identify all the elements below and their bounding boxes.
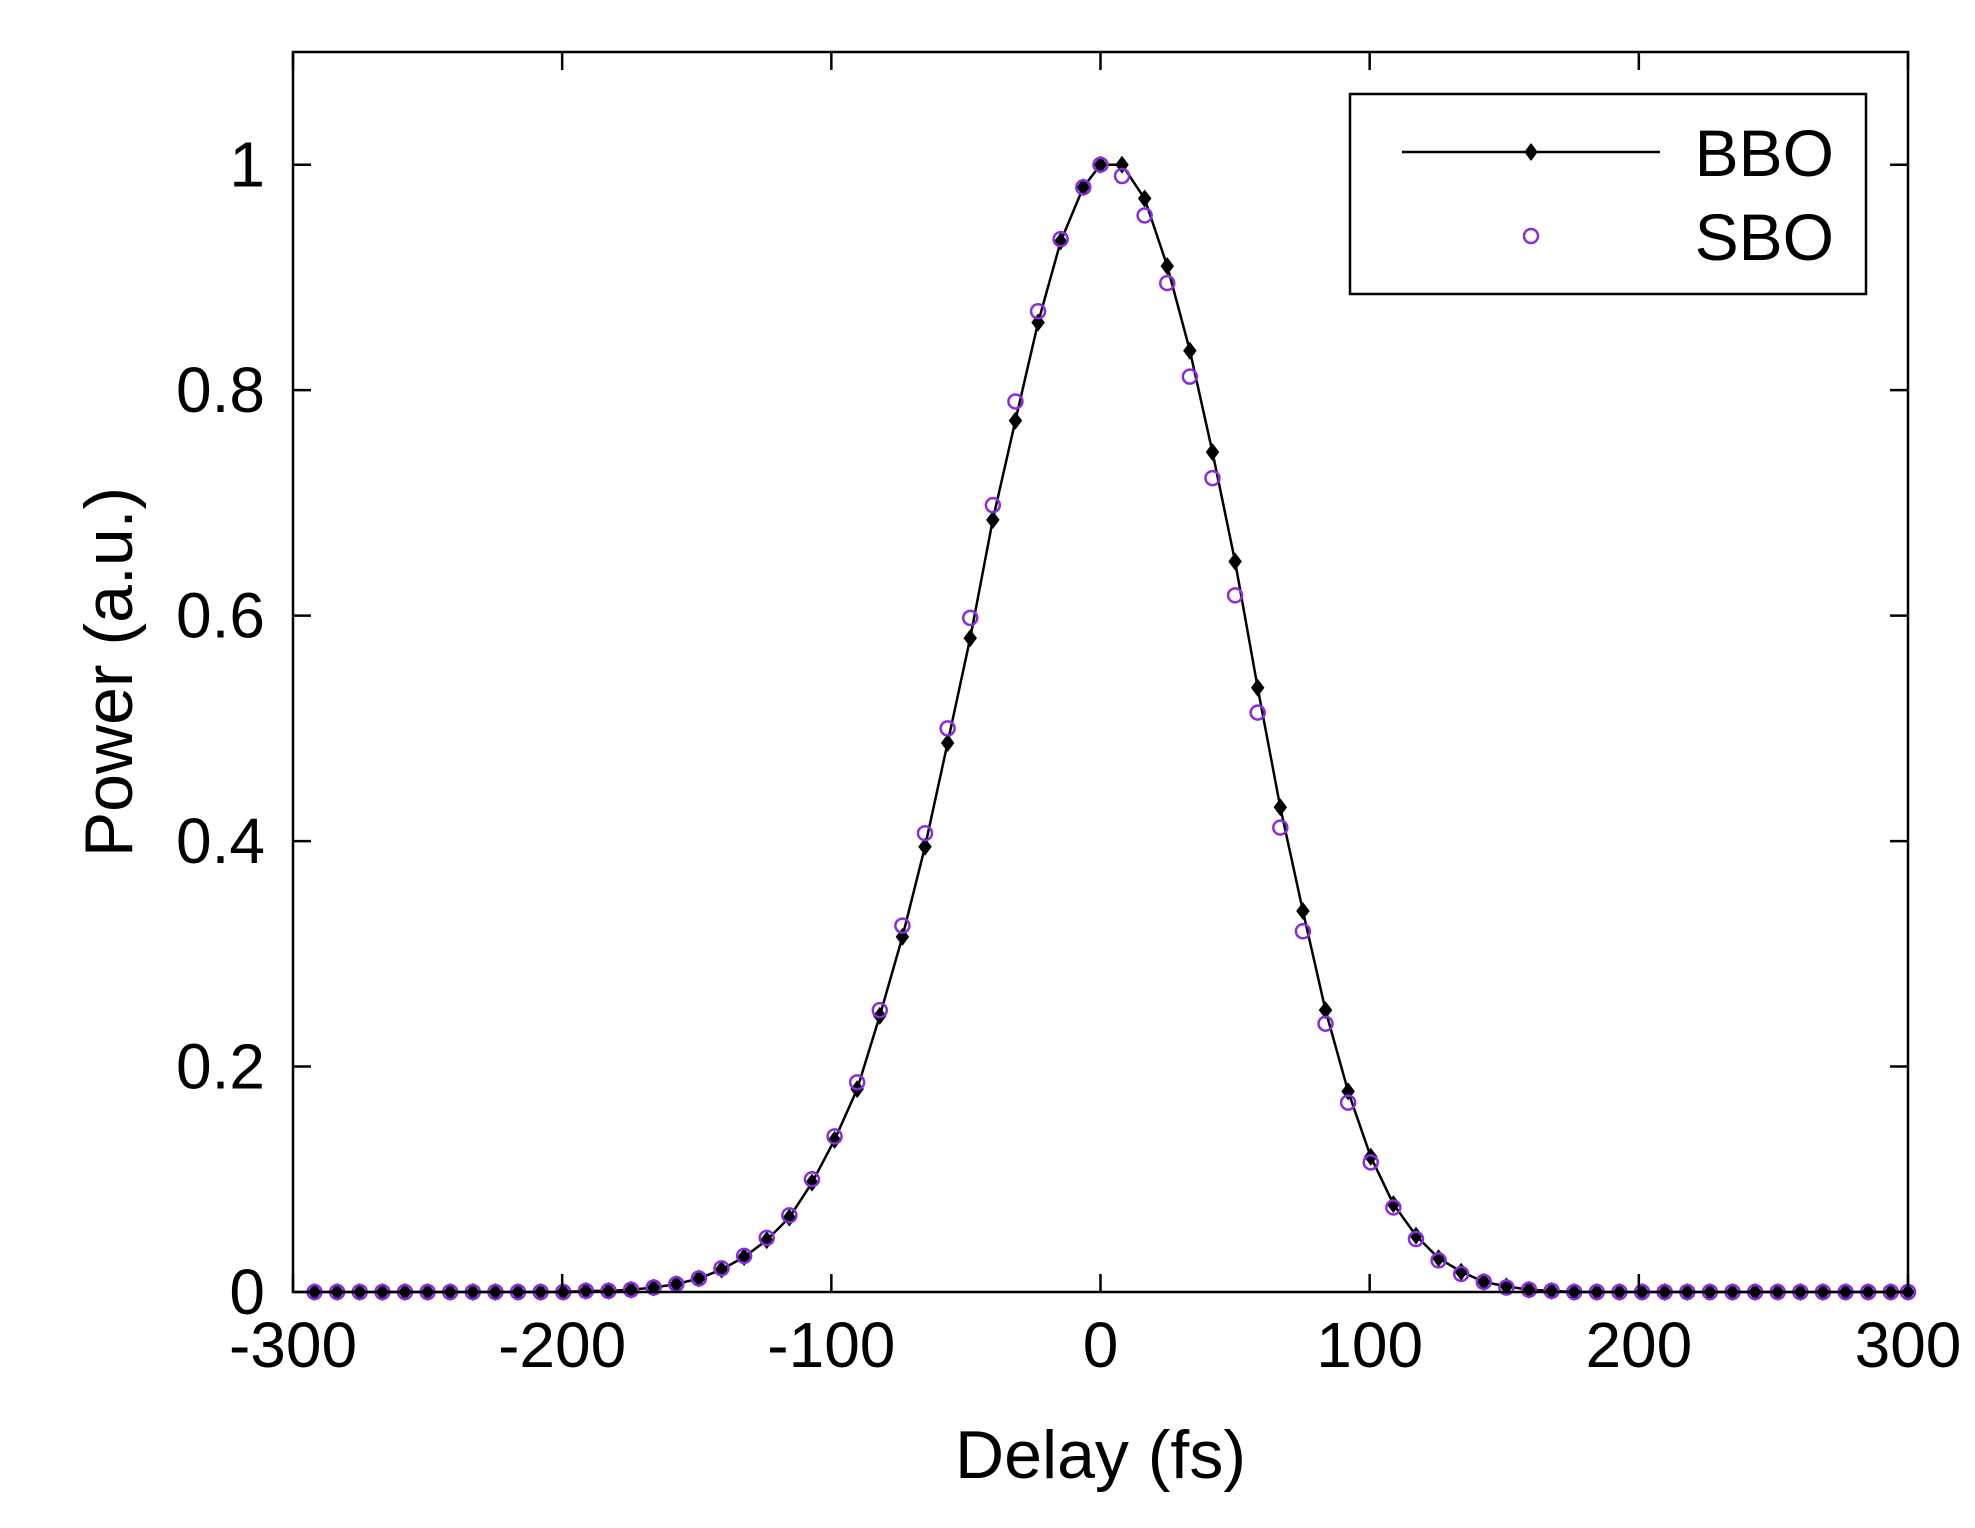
x-tick-label: 0 [1083,1309,1119,1381]
data-point-bbo [963,629,977,648]
x-tick-label: 100 [1316,1309,1423,1381]
data-point-sbo [622,1281,640,1298]
data-point-sbo [871,1001,889,1019]
data-point-sbo [1385,1199,1402,1216]
data-point-bbo [827,1130,842,1149]
data-point-sbo [1136,207,1153,224]
data-point-sbo [1362,1154,1379,1171]
plot-marks [306,155,1917,1301]
data-point-bbo [692,1269,706,1288]
axis-ticks: -300 -200 -100 0 100 200 300 0 0.2 0.4 0.6 0.8 1 [176,52,1961,1381]
legend-label-sbo: SBO [1695,200,1834,274]
data-point-sbo [1498,1279,1515,1296]
data-point-sbo [1475,1273,1493,1291]
data-point-sbo [1407,1230,1425,1248]
data-point-sbo [984,496,1002,514]
data-point-sbo [1159,274,1176,292]
data-point-bbo [873,1006,887,1025]
data-point-sbo [1339,1094,1357,1111]
data-point-sbo [735,1247,753,1265]
data-point-bbo [1183,341,1197,360]
data-point-sbo [826,1128,843,1145]
data-point-sbo [939,720,956,737]
data-point-sbo [1204,469,1221,487]
legend-label-bbo: BBO [1695,116,1834,190]
data-point-sbo [848,1074,866,1091]
data-point-bbo [1250,678,1265,697]
y-tick-label: 0 [229,1256,265,1328]
data-point-sbo [1052,230,1069,248]
data-point-bbo [1409,1226,1423,1245]
data-point-bbo [1318,1001,1333,1020]
legend-box [1348,92,1868,296]
x-tick-label: -200 [498,1309,626,1381]
data-point-bbo [1205,443,1220,462]
y-tick-label: 0.4 [176,805,265,877]
data-point-sbo [961,609,979,627]
data-point-sbo [916,824,934,842]
y-axis-label: Power (a.u.) [71,487,147,857]
data-point-sbo [1181,368,1199,385]
data-point-sbo [1294,923,1312,940]
data-point-sbo [645,1279,662,1296]
y-tick-label: 1 [229,129,265,201]
data-point-bbo [1273,798,1288,817]
data-point-bbo [1008,411,1023,430]
data-point-bbo [624,1280,638,1299]
data-point-bbo [1522,1280,1536,1299]
x-axis-label: Delay (fs) [955,1417,1246,1493]
x-tick-label: -100 [767,1309,895,1381]
data-point-bbo [1477,1272,1491,1291]
data-point-bbo [1093,155,1108,174]
data-point-bbo [1363,1147,1378,1166]
data-point-bbo [669,1275,684,1294]
data-point-bbo [1296,901,1310,920]
data-point-sbo [1007,393,1024,410]
data-point-sbo [713,1260,730,1277]
y-tick-label: 0.2 [176,1031,265,1103]
data-point-sbo [1092,156,1109,173]
data-point-sbo [1452,1265,1470,1283]
data-point-sbo [1430,1252,1447,1269]
data-point-bbo [805,1173,819,1192]
series-line-bbo [314,163,1908,1294]
legend: BBO SBO [1348,92,1868,296]
x-tick-label: 300 [1855,1309,1962,1381]
data-point-sbo [803,1171,821,1188]
data-point-sbo [1272,819,1289,836]
data-point-sbo [1520,1281,1538,1298]
data-point-sbo [1317,1015,1334,1032]
data-point-bbo [1137,189,1152,208]
data-point-bbo [918,837,932,856]
legend-marker-bbo [1524,143,1538,161]
data-point-sbo [1113,167,1131,185]
data-point-sbo [1075,179,1092,196]
data-point-bbo [1160,257,1175,276]
data-point-sbo [1249,704,1266,721]
data-point-bbo [986,510,1000,529]
data-point-sbo [690,1270,708,1287]
legend-marker-sbo [1522,227,1540,245]
data-point-sbo [894,917,911,934]
data-point-sbo [781,1207,798,1224]
data-point-bbo [940,734,955,753]
data-point-bbo [1076,178,1091,197]
data-point-bbo [1228,552,1242,571]
x-tick-label: -300 [229,1309,357,1381]
data-point-sbo [1029,303,1047,320]
y-tick-label: 0.6 [176,580,265,652]
data-point-bbo [1386,1195,1401,1214]
data-point-sbo [1226,587,1244,604]
x-tick-label: 200 [1585,1309,1692,1381]
y-tick-label: 0.8 [176,354,265,426]
data-point-sbo [758,1229,775,1247]
